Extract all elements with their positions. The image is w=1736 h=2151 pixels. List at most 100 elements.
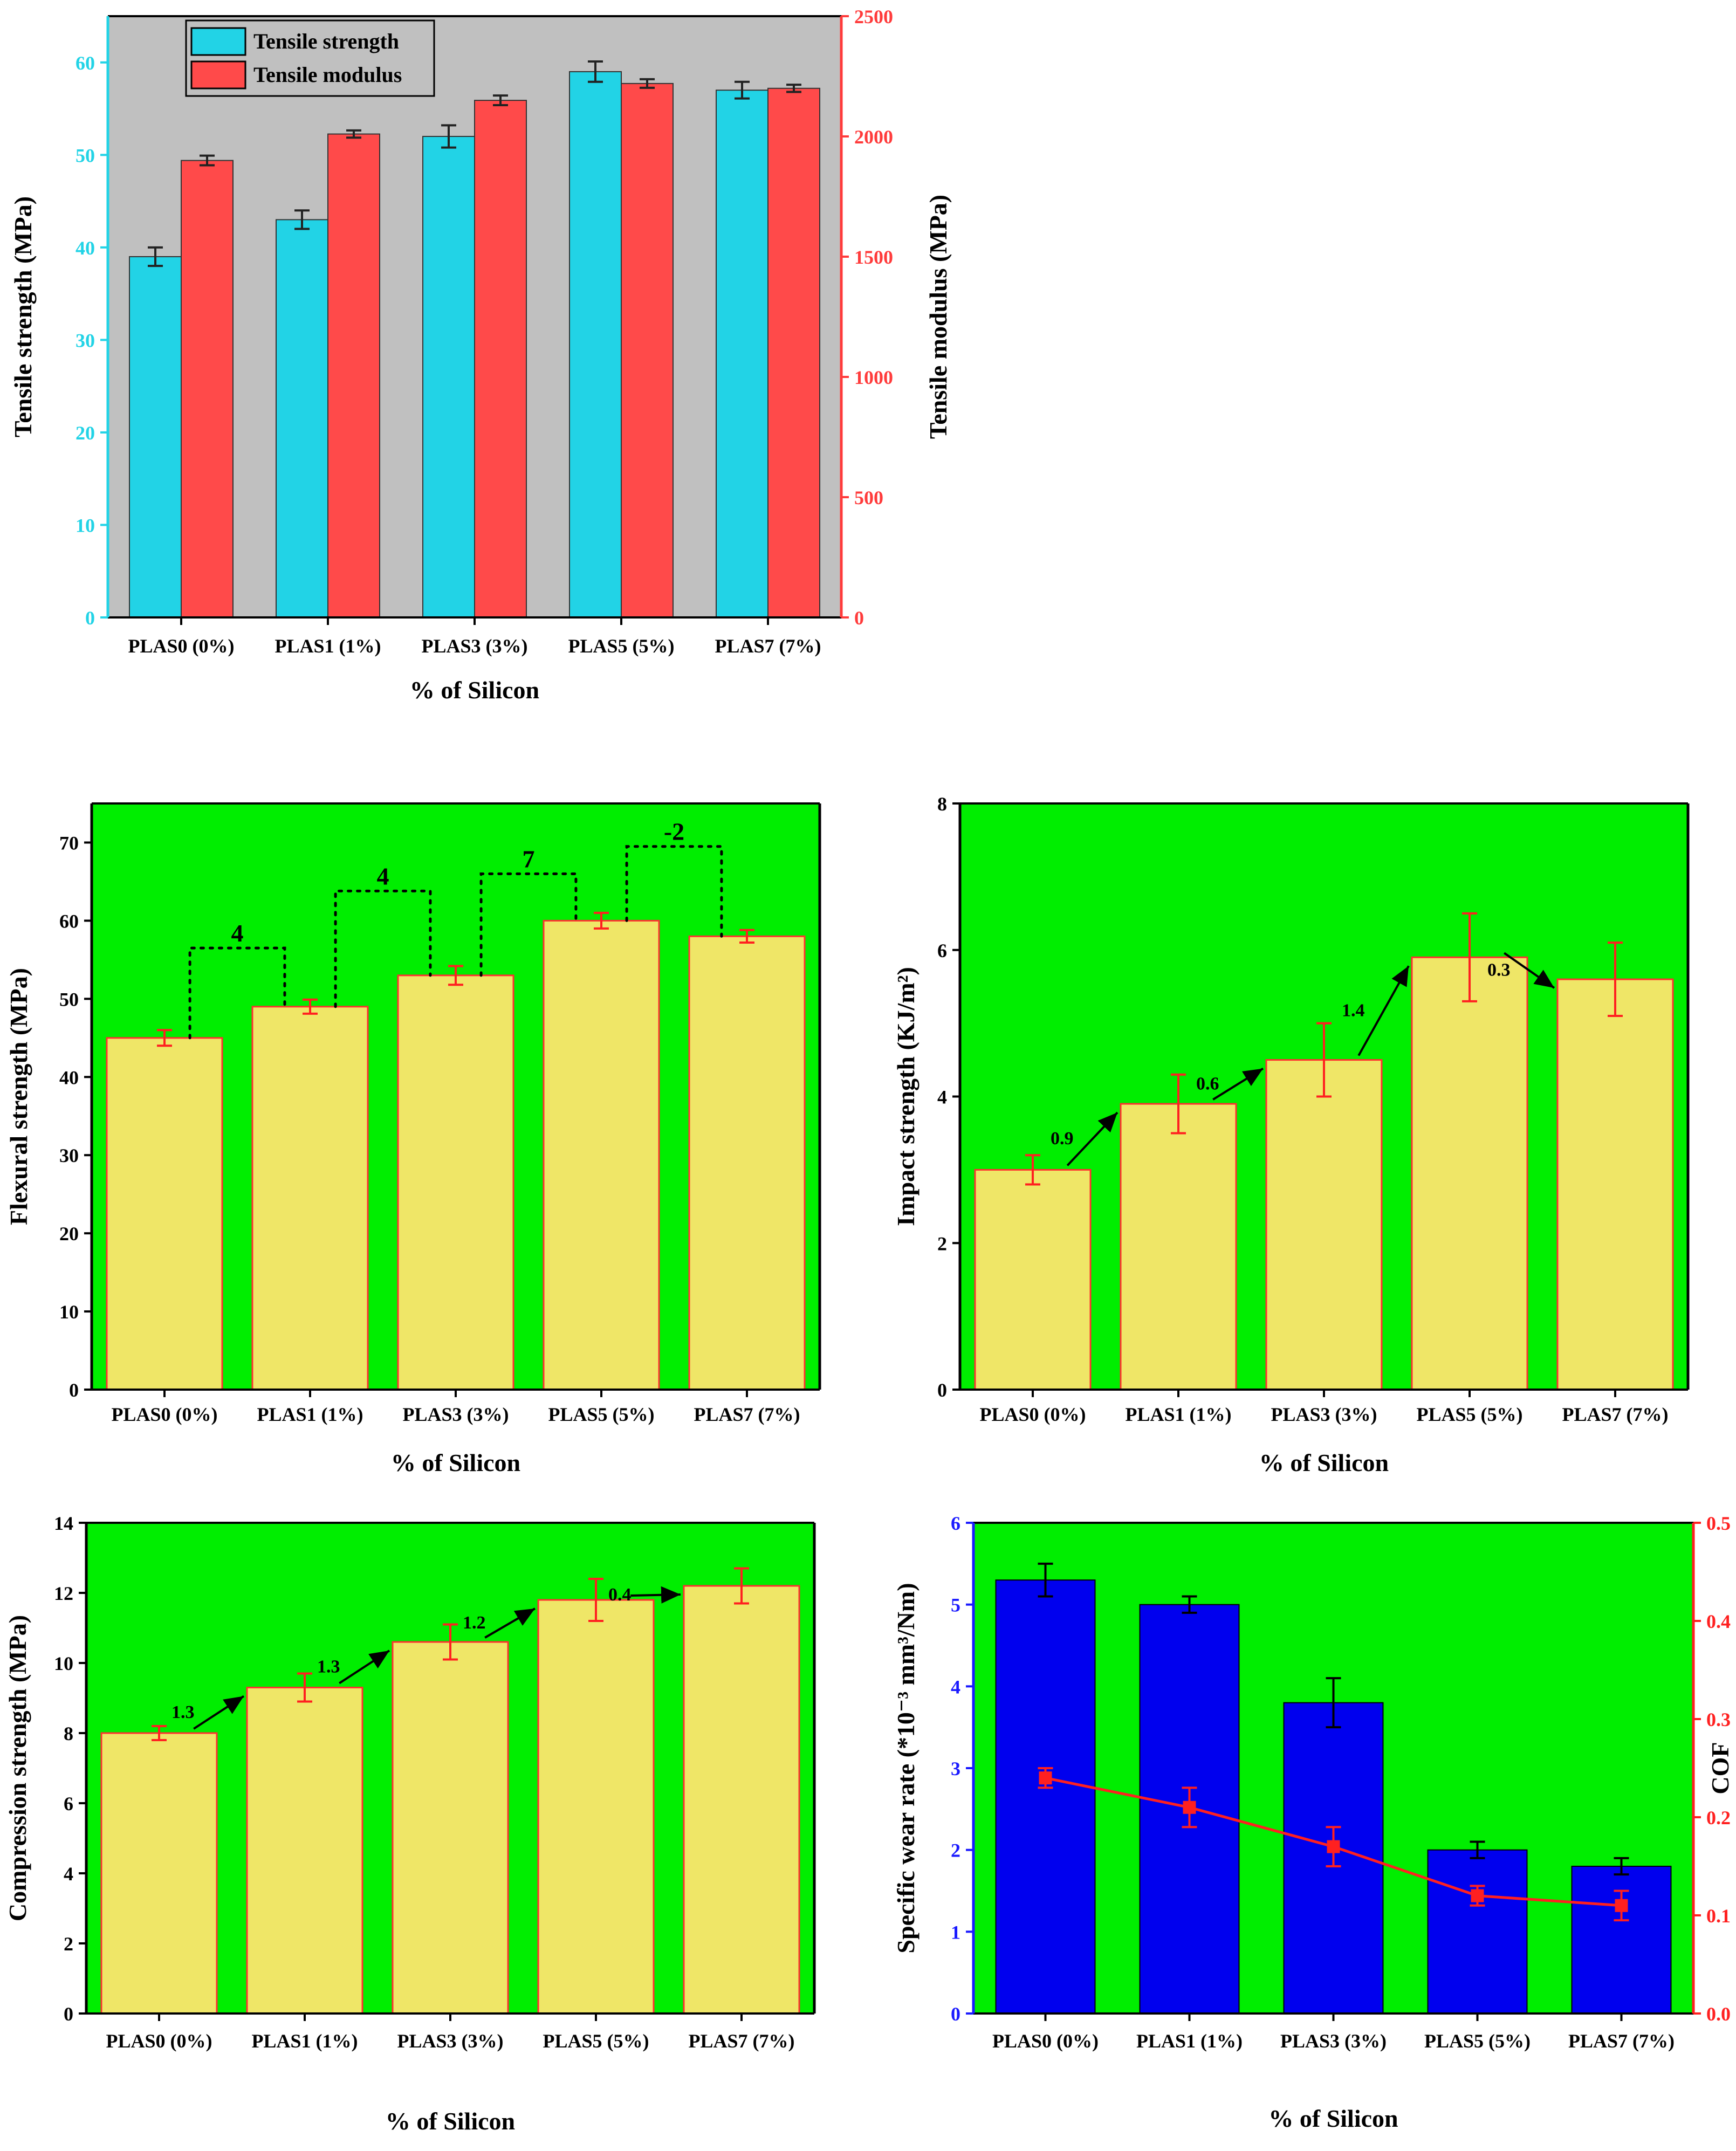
y-tick-label: 3 <box>951 1758 960 1779</box>
x-tick-label: PLAS0 (0%) <box>128 635 235 657</box>
y-tick-label: 40 <box>76 237 95 259</box>
increase-arrow <box>1066 1111 1119 1166</box>
difference-bracket <box>334 889 432 1008</box>
compression-bar <box>683 1585 800 2015</box>
y-axis-title: Flexural strength (MPa) <box>5 968 32 1225</box>
compression-bar <box>246 1687 363 2015</box>
strength-bar <box>129 256 182 618</box>
x-tick-label: PLAS5 (5%) <box>568 635 675 657</box>
wear-rate-bar <box>995 1579 1096 2014</box>
flexural-bar <box>543 919 660 1391</box>
increase-arrow <box>339 1650 390 1685</box>
x-tick-label: PLAS5 (5%) <box>543 2030 649 2052</box>
compression-chart: 0 2 4 6 8 10 12 14 PLAS0 (0%) PLAS1 (1%) PLAS3 (3%… <box>4 1513 816 2135</box>
legend: Tensile strength Tensile modulus <box>185 19 435 97</box>
x-axis-title: % of Silicon <box>1268 2105 1398 2132</box>
increase-label: 1.4 <box>1342 1000 1365 1020</box>
y-tick-label: 0 <box>951 2003 960 2025</box>
y2-tick-label: 2500 <box>854 6 893 28</box>
y-tick-label: 2 <box>951 1840 960 1861</box>
y-tick-label: 4 <box>64 1863 73 1885</box>
difference-label: 4 <box>377 862 389 890</box>
y-tick-label: 1 <box>951 1921 960 1943</box>
x-tick-label: PLAS7 (7%) <box>1568 2030 1675 2052</box>
difference-bracket <box>479 872 578 977</box>
y2-tick-label: 0.4 <box>1706 1611 1731 1632</box>
strength-bar <box>569 71 622 618</box>
impact-bar <box>974 1169 1092 1391</box>
flexural-bar <box>397 974 514 1391</box>
difference-bracket <box>625 845 723 938</box>
y-tick-label: 4 <box>937 1087 947 1108</box>
x-tick-label: PLAS1 (1%) <box>1126 1404 1232 1425</box>
y2-axis-title: Tensile modulus (MPa) <box>924 195 952 439</box>
y-tick-label: 6 <box>951 1513 960 1534</box>
y2-tick-label: 0.1 <box>1706 1905 1731 1927</box>
x-tick-label: PLAS0 (0%) <box>112 1404 218 1425</box>
cof-point <box>1615 1899 1628 1912</box>
strength-bar <box>716 90 768 618</box>
increase-arrow <box>1357 965 1410 1056</box>
legend-label: Tensile modulus <box>253 63 402 87</box>
modulus-bar <box>621 83 674 618</box>
flexural-bar <box>251 1006 369 1391</box>
compression-bar <box>392 1641 509 2015</box>
y-axis-title: Tensile strength (MPa) <box>9 196 37 437</box>
compression-bar <box>100 1732 218 2015</box>
y2-tick-label: 0.0 <box>1706 2003 1731 2025</box>
y-tick-label: 6 <box>937 940 947 961</box>
tensile-chart: 0 10 20 30 40 50 60 PLAS0 (0%) PLAS1 (1%) PLAS3 (… <box>9 6 952 704</box>
increase-arrow <box>1504 952 1555 989</box>
increase-label: 0.9 <box>1051 1129 1074 1149</box>
y2-tick-label: 0 <box>854 607 864 629</box>
difference-label: 7 <box>523 845 535 872</box>
increase-label: 0.3 <box>1487 960 1511 980</box>
cof-point <box>1039 1771 1052 1785</box>
y-tick-label: 20 <box>76 422 95 444</box>
impact-bar <box>1556 978 1674 1391</box>
x-tick-label: PLAS5 (5%) <box>1424 2030 1531 2052</box>
y-tick-label: 0 <box>64 2003 73 2025</box>
y-tick-label: 4 <box>951 1676 960 1698</box>
y-tick-label: 30 <box>76 329 95 351</box>
x-tick-label: PLAS7 (7%) <box>694 1404 800 1425</box>
y2-tick-label: 1500 <box>854 246 893 268</box>
x-tick-label: PLAS7 (7%) <box>689 2030 795 2052</box>
x-axis-title: % of Silicon <box>1259 1449 1389 1476</box>
x-tick-label: PLAS1 (1%) <box>257 1404 363 1425</box>
y-tick-label: 60 <box>76 52 95 74</box>
y-tick-label: 20 <box>59 1223 79 1245</box>
difference-bracket <box>188 946 286 1040</box>
y-tick-label: 50 <box>76 145 95 166</box>
y-tick-label: 70 <box>59 832 79 854</box>
x-tick-label: PLAS0 (0%) <box>106 2030 212 2052</box>
x-tick-label: PLAS1 (1%) <box>1136 2030 1243 2052</box>
legend-label: Tensile strength <box>253 29 399 53</box>
increase-label: 0.6 <box>1196 1074 1219 1094</box>
x-axis-title: % of Silicon <box>386 2107 515 2135</box>
increase-arrow <box>484 1607 536 1639</box>
x-tick-label: PLAS5 (5%) <box>548 1404 655 1425</box>
x-axis-title: % of Silicon <box>391 1449 520 1476</box>
wear-rate-bar <box>1427 1849 1528 2015</box>
flexural-bar <box>688 935 806 1391</box>
increase-label: 0.4 <box>608 1585 632 1605</box>
y-axis-title: Impact strength (KJ/m²) <box>892 967 920 1226</box>
y-tick-label: 0 <box>937 1379 947 1401</box>
x-tick-label: PLAS3 (3%) <box>1271 1404 1377 1425</box>
x-tick-label: PLAS1 (1%) <box>252 2030 358 2052</box>
impact-bar <box>1265 1059 1383 1391</box>
y-tick-label: 2 <box>64 1933 73 1955</box>
impact-chart: 0 2 4 6 8 PLAS0 (0%) PLAS1 (1%) PLAS3 (3%) PLAS5… <box>892 793 1690 1476</box>
difference-label: 4 <box>231 919 244 947</box>
increase-label: 1.3 <box>171 1702 195 1722</box>
y2-tick-label: 0.2 <box>1706 1807 1731 1829</box>
y-tick-label: 60 <box>59 910 79 932</box>
y2-tick-label: 1000 <box>854 367 893 388</box>
modulus-bar <box>767 87 820 619</box>
increase-arrow <box>193 1695 245 1730</box>
cof-point <box>1183 1800 1196 1814</box>
y-tick-label: 12 <box>54 1583 73 1604</box>
x-axis-title: % of Silicon <box>410 676 539 704</box>
y-tick-label: 8 <box>64 1723 73 1744</box>
